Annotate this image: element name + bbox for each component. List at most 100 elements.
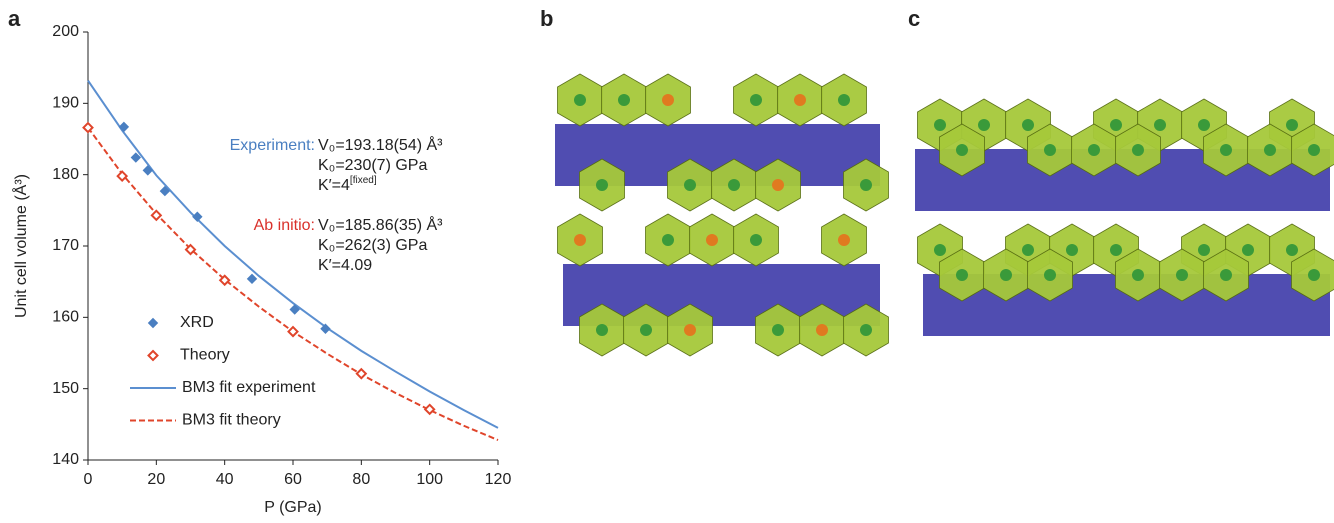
legend-label: Theory — [180, 347, 230, 364]
atom — [956, 269, 968, 281]
marker — [287, 325, 299, 338]
legend-swatch — [147, 349, 159, 362]
atom — [728, 179, 740, 191]
marker — [423, 403, 436, 416]
marker — [184, 243, 197, 256]
panel-label: a — [8, 6, 21, 31]
atom — [596, 179, 608, 191]
x-tick-label: 40 — [216, 471, 234, 488]
atom — [1154, 119, 1166, 131]
atom — [978, 119, 990, 131]
atom — [934, 244, 946, 256]
annotation-label: Ab initio: — [254, 217, 315, 234]
y-tick-label: 150 — [52, 380, 79, 397]
atom — [574, 234, 586, 246]
marker — [355, 367, 368, 380]
atom — [838, 94, 850, 106]
atom — [662, 94, 674, 106]
marker — [116, 170, 129, 183]
atom — [1308, 269, 1320, 281]
atom — [1132, 269, 1144, 281]
atom — [772, 324, 784, 336]
fit-line — [87, 79, 499, 429]
annotation-sup: [fixed] — [350, 175, 377, 186]
x-tick-label: 120 — [485, 471, 512, 488]
annotation-text: V₀=185.86(35) Å³ — [318, 215, 443, 234]
atom — [618, 94, 630, 106]
atom — [1044, 269, 1056, 281]
panel-label: b — [540, 6, 553, 31]
annotation-text: K₀=262(3) GPa — [318, 237, 427, 254]
marker — [118, 121, 130, 133]
atom — [1308, 144, 1320, 156]
marker — [150, 209, 163, 222]
x-tick-label: 0 — [84, 471, 93, 488]
atom — [1022, 244, 1034, 256]
atom — [1110, 119, 1122, 131]
legend-label: BM3 fit theory — [182, 412, 281, 429]
atom — [838, 234, 850, 246]
atom — [706, 234, 718, 246]
atom — [1022, 119, 1034, 131]
atom — [662, 234, 674, 246]
marker — [130, 152, 142, 163]
annotation-text: K₀=230(7) GPa — [318, 157, 427, 174]
y-tick-label: 190 — [52, 95, 79, 112]
annotation-text: V₀=185.86(35) Å³ — [318, 215, 443, 234]
atom — [684, 324, 696, 336]
atom — [1242, 244, 1254, 256]
atom — [860, 179, 872, 191]
crystal-structures — [555, 73, 1334, 357]
atom — [794, 94, 806, 106]
atom — [772, 179, 784, 191]
atom — [1264, 144, 1276, 156]
y-tick-label: 160 — [52, 309, 79, 326]
atom — [596, 324, 608, 336]
atom — [1132, 144, 1144, 156]
marker — [218, 274, 231, 287]
annotation-text: V₀=193.18(54) Å³ — [318, 135, 443, 154]
atom — [1286, 119, 1298, 131]
marker — [246, 273, 258, 285]
atom — [1220, 144, 1232, 156]
atom — [1220, 269, 1232, 281]
annotation-text: K₀=230(7) GPa — [318, 157, 427, 174]
y-tick-label: 180 — [52, 166, 79, 183]
annotation-text: K′=4.09 — [318, 257, 372, 274]
atom — [750, 234, 762, 246]
panel-label: c — [908, 6, 920, 31]
annotation-text: K₀=262(3) GPa — [318, 237, 427, 254]
legend-label: BM3 fit experiment — [182, 379, 316, 396]
atom — [1000, 269, 1012, 281]
atom — [1088, 144, 1100, 156]
annotation-text: K′=4 — [318, 177, 350, 194]
x-tick-label: 80 — [352, 471, 370, 488]
annotation-text: K′=4.09 — [318, 257, 372, 274]
marker — [320, 323, 331, 334]
marker — [289, 304, 300, 315]
x-axis-label: P (GPa) — [264, 499, 322, 516]
legend-swatch — [147, 317, 159, 329]
legend-label: XRD — [180, 314, 214, 331]
atom — [1286, 244, 1298, 256]
annotation-text: V₀=193.18(54) Å³ — [318, 135, 443, 154]
atom — [860, 324, 872, 336]
atom — [574, 94, 586, 106]
x-tick-label: 20 — [147, 471, 165, 488]
atom — [934, 119, 946, 131]
atom — [684, 179, 696, 191]
x-tick-label: 60 — [284, 471, 302, 488]
annotation-label: Experiment: — [230, 137, 315, 154]
y-tick-label: 140 — [52, 451, 79, 468]
marker — [82, 121, 94, 134]
atom — [640, 324, 652, 336]
marker — [142, 165, 153, 176]
atom — [1110, 244, 1122, 256]
atom — [1066, 244, 1078, 256]
marker — [192, 211, 203, 222]
atom — [816, 324, 828, 336]
annotation-text: K′=4[fixed] — [318, 175, 377, 195]
y-axis-label: Unit cell volume (Å³) — [11, 174, 30, 318]
y-tick-label: 200 — [52, 23, 79, 40]
